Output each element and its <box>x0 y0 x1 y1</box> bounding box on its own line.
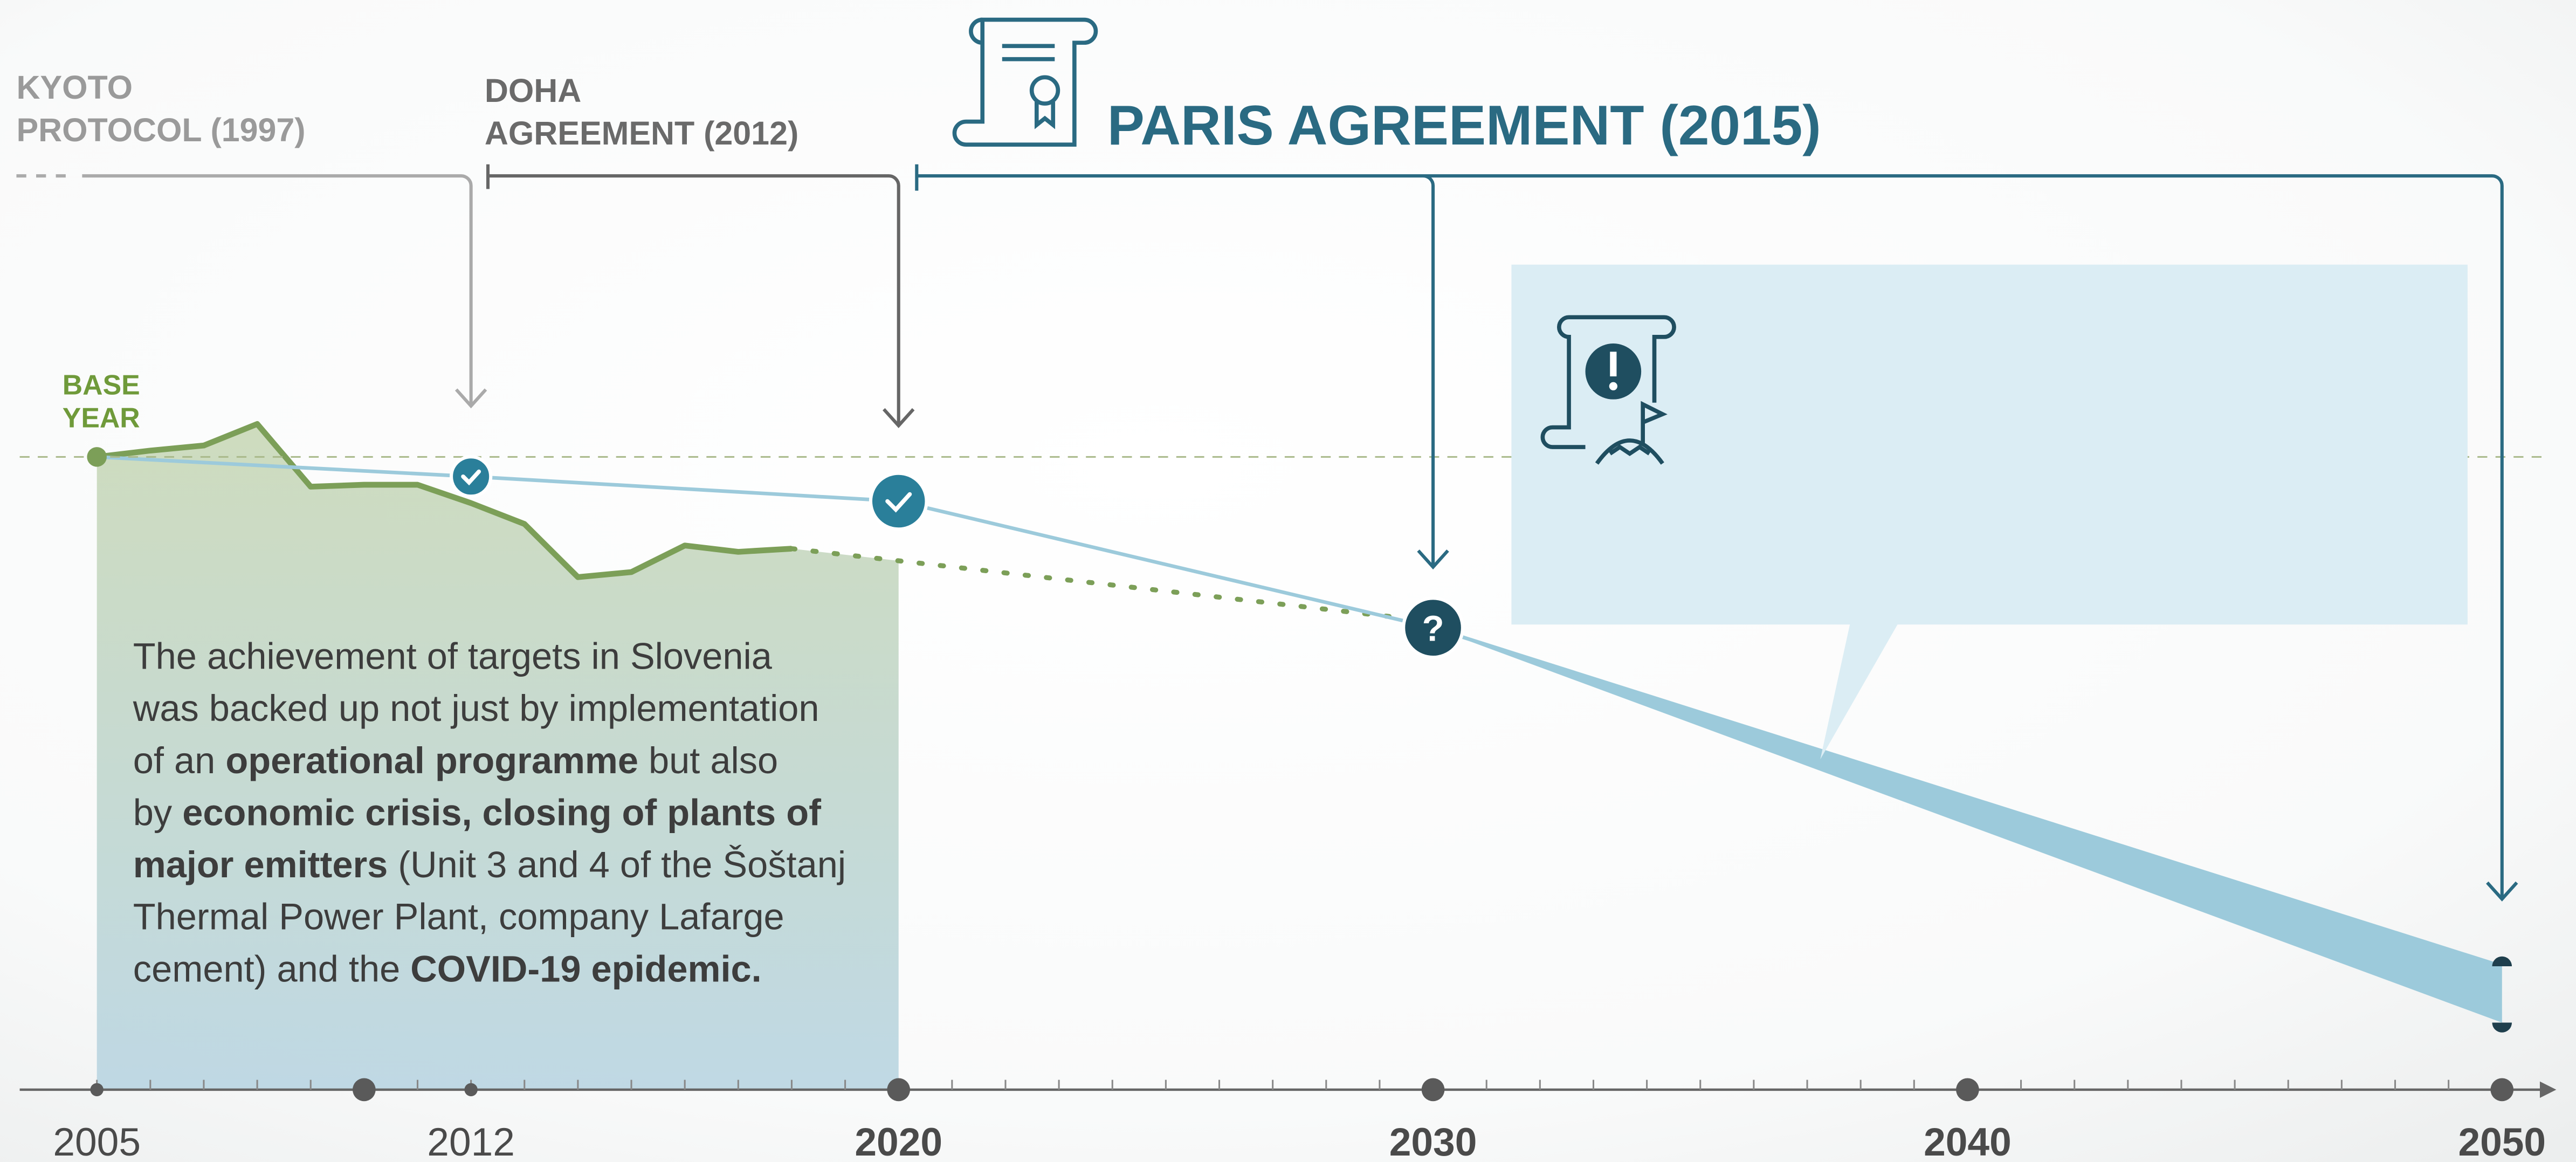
base-label: BASE <box>63 369 140 401</box>
end-cap-top <box>2492 956 2512 967</box>
check-marker <box>869 471 928 531</box>
check-marker <box>450 455 493 498</box>
left-box-text: major emitters (Unit 3 and 4 of the Šošt… <box>133 844 846 885</box>
arrow-head <box>1417 549 1449 570</box>
text-run: major emitters <box>133 844 388 885</box>
x-tick-label: 2005 <box>53 1120 141 1162</box>
x-tick-dot <box>90 1083 104 1097</box>
text-run: operational programme <box>225 740 638 781</box>
doha-label: DOHA <box>485 72 581 109</box>
x-tick-dot <box>464 1083 478 1097</box>
kyoto-label: KYOTO <box>16 69 133 106</box>
x-tick-label: 2012 <box>427 1120 515 1162</box>
text-run: of an <box>133 740 226 781</box>
text-run: by <box>133 792 182 833</box>
text-run: Thermal Power Plant, company Lafarge <box>133 896 784 938</box>
paris-title: PARIS AGREEMENT (2015) <box>1107 94 1821 156</box>
paris-icon <box>952 17 1098 147</box>
audit-icon <box>1540 315 1676 465</box>
text-run: The achievement of targets in Slovenia <box>133 636 773 677</box>
x-tick-label: 2050 <box>2458 1120 2546 1162</box>
base-label: YEAR <box>63 402 140 433</box>
check-mark <box>885 492 912 513</box>
text-run: (Unit 3 and 4 of the Šoštanj <box>388 844 846 885</box>
kyoto-label: PROTOCOL (1997) <box>16 112 305 148</box>
x-tick-dot <box>1421 1078 1445 1102</box>
left-box-text: by economic crisis, closing of plants of <box>133 792 821 833</box>
paris-bracket <box>915 164 2504 899</box>
arrow-head <box>883 408 915 429</box>
x-axis-arrow <box>2539 1081 2557 1098</box>
x-tick-label: 2030 <box>1389 1120 1477 1162</box>
x-tick-dot <box>887 1078 911 1102</box>
x-tick-dot <box>2490 1078 2514 1102</box>
question-marker <box>1402 596 1464 659</box>
axis-dot <box>353 1078 376 1102</box>
history-area <box>97 424 899 1090</box>
emissions-line <box>789 546 1436 624</box>
left-box-text: cement) and the COVID-19 epidemic. <box>133 948 762 989</box>
emissions-line <box>97 421 792 580</box>
kyoto-bracket <box>82 174 473 406</box>
text-run: was backed up not just by implementation <box>133 687 819 729</box>
text-run: economic crisis, closing of plants of <box>182 792 821 833</box>
left-box-text: was backed up not just by implementation <box>133 687 819 729</box>
arrow-head <box>454 388 487 409</box>
text-run: but also <box>638 740 778 781</box>
end-cap-bottom <box>2492 1022 2512 1033</box>
text-run: COVID-19 epidemic. <box>410 948 761 989</box>
doha-label: AGREEMENT (2012) <box>485 115 798 152</box>
arrow-head <box>2486 881 2518 902</box>
base-year-dot <box>87 447 107 467</box>
left-box-text: of an operational programme but also <box>133 740 778 781</box>
doha-bracket <box>486 164 900 426</box>
callout-box <box>1511 264 2468 760</box>
x-tick-label: 2020 <box>855 1120 942 1162</box>
check-mark <box>461 469 481 486</box>
question-label: ? <box>1422 609 1444 649</box>
x-tick-dot <box>1956 1078 1979 1102</box>
left-box-text: Thermal Power Plant, company Lafarge <box>133 896 784 938</box>
left-box-text: The achievement of targets in Slovenia <box>133 636 773 677</box>
text-run: cement) and the <box>133 948 410 989</box>
x-tick-label: 2040 <box>1924 1120 2012 1162</box>
